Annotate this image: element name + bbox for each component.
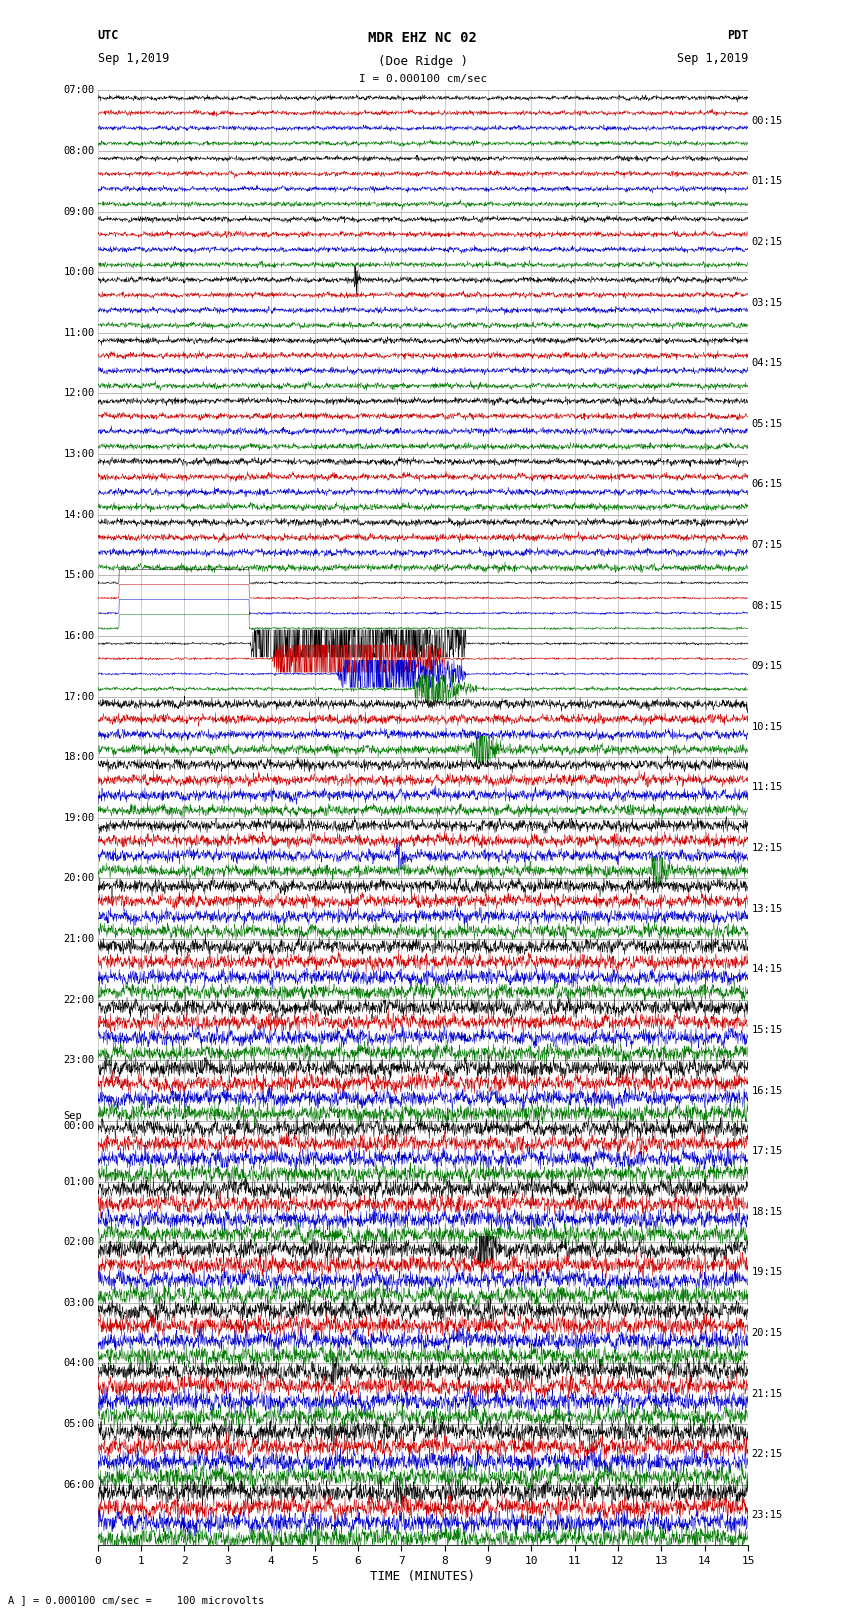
X-axis label: TIME (MINUTES): TIME (MINUTES) (371, 1569, 475, 1582)
Text: 03:15: 03:15 (751, 297, 783, 308)
Text: 00:15: 00:15 (751, 116, 783, 126)
Text: 10:15: 10:15 (751, 723, 783, 732)
Text: 02:00: 02:00 (63, 1237, 94, 1247)
Text: 21:15: 21:15 (751, 1389, 783, 1398)
Text: 23:00: 23:00 (63, 1055, 94, 1065)
Text: 22:15: 22:15 (751, 1450, 783, 1460)
Text: 17:15: 17:15 (751, 1147, 783, 1157)
Text: 07:15: 07:15 (751, 540, 783, 550)
Text: I = 0.000100 cm/sec: I = 0.000100 cm/sec (359, 74, 487, 84)
Text: 18:15: 18:15 (751, 1207, 783, 1216)
Text: (Doe Ridge ): (Doe Ridge ) (378, 55, 468, 68)
Text: 03:00: 03:00 (63, 1298, 94, 1308)
Text: 15:15: 15:15 (751, 1024, 783, 1036)
Text: 20:00: 20:00 (63, 873, 94, 884)
Text: 19:00: 19:00 (63, 813, 94, 823)
Text: 05:15: 05:15 (751, 419, 783, 429)
Text: 02:15: 02:15 (751, 237, 783, 247)
Text: 11:15: 11:15 (751, 782, 783, 792)
Text: 10:00: 10:00 (63, 268, 94, 277)
Text: 17:00: 17:00 (63, 692, 94, 702)
Text: Sep 1,2019: Sep 1,2019 (677, 52, 748, 65)
Text: 21:00: 21:00 (63, 934, 94, 944)
Text: Sep
00:00: Sep 00:00 (63, 1110, 94, 1131)
Text: A ] = 0.000100 cm/sec =    100 microvolts: A ] = 0.000100 cm/sec = 100 microvolts (8, 1595, 264, 1605)
Text: 01:00: 01:00 (63, 1176, 94, 1187)
Text: 20:15: 20:15 (751, 1327, 783, 1339)
Text: 18:00: 18:00 (63, 752, 94, 763)
Text: 09:00: 09:00 (63, 206, 94, 216)
Text: 07:00: 07:00 (63, 85, 94, 95)
Text: 13:15: 13:15 (751, 903, 783, 913)
Text: 11:00: 11:00 (63, 327, 94, 337)
Text: 09:15: 09:15 (751, 661, 783, 671)
Text: 22:00: 22:00 (63, 995, 94, 1005)
Text: 05:00: 05:00 (63, 1419, 94, 1429)
Text: Sep 1,2019: Sep 1,2019 (98, 52, 169, 65)
Text: 13:00: 13:00 (63, 448, 94, 460)
Text: 19:15: 19:15 (751, 1268, 783, 1277)
Text: 14:15: 14:15 (751, 965, 783, 974)
Text: 08:15: 08:15 (751, 600, 783, 611)
Text: 16:00: 16:00 (63, 631, 94, 640)
Text: 12:00: 12:00 (63, 389, 94, 398)
Text: 12:15: 12:15 (751, 844, 783, 853)
Text: PDT: PDT (727, 29, 748, 42)
Text: 04:00: 04:00 (63, 1358, 94, 1368)
Text: MDR EHZ NC 02: MDR EHZ NC 02 (368, 31, 478, 45)
Text: 06:00: 06:00 (63, 1479, 94, 1490)
Text: UTC: UTC (98, 29, 119, 42)
Text: 15:00: 15:00 (63, 571, 94, 581)
Text: 08:00: 08:00 (63, 145, 94, 156)
Text: 06:15: 06:15 (751, 479, 783, 489)
Text: 04:15: 04:15 (751, 358, 783, 368)
Text: 14:00: 14:00 (63, 510, 94, 519)
Text: 16:15: 16:15 (751, 1086, 783, 1095)
Text: 23:15: 23:15 (751, 1510, 783, 1519)
Text: 01:15: 01:15 (751, 176, 783, 185)
